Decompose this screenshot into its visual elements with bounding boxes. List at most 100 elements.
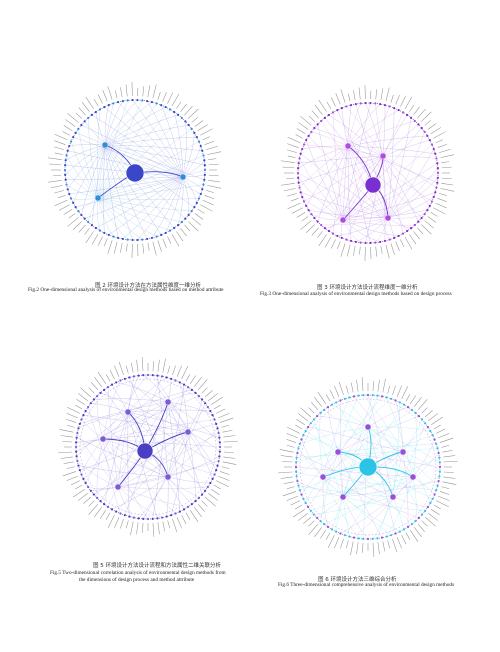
leaf-node	[173, 226, 176, 230]
leaf-node	[402, 403, 406, 406]
leaf-label-mark	[441, 161, 450, 163]
link-line	[187, 423, 217, 433]
leaf-label-mark	[428, 413, 438, 421]
leaf-label-mark	[286, 433, 298, 439]
link-line	[182, 176, 190, 216]
leaf-node	[436, 484, 439, 487]
link-line	[107, 486, 119, 507]
sub-hub-node	[179, 173, 187, 181]
leaf-label-mark	[324, 236, 332, 248]
leaf-label-mark	[63, 461, 74, 465]
link-line	[317, 124, 344, 221]
leaf-node	[180, 220, 183, 224]
link-line	[412, 412, 417, 478]
link-line	[187, 431, 220, 452]
leaf-node	[339, 532, 342, 535]
leaf-label-mark	[358, 87, 361, 100]
leaf-node	[417, 220, 420, 223]
leaf-node	[309, 422, 312, 425]
leaf-label-mark	[204, 141, 215, 145]
leaf-label-mark	[167, 92, 173, 104]
link-line	[363, 395, 404, 453]
link-line	[76, 431, 189, 443]
leaf-label-mark	[91, 382, 99, 391]
leaf-node	[302, 200, 306, 203]
leaf-node	[307, 505, 310, 509]
leaf-label-mark	[189, 375, 197, 384]
link-line	[382, 155, 430, 206]
leaf-node	[193, 205, 196, 209]
leaf-node	[211, 414, 214, 417]
leaf-node	[197, 394, 201, 398]
link-line	[301, 439, 324, 478]
inner-ring	[79, 378, 217, 516]
leaf-node	[432, 147, 435, 151]
leaf-node	[119, 512, 122, 515]
link-line	[104, 144, 205, 180]
leaf-node	[420, 216, 423, 220]
leaf-label-mark	[433, 504, 441, 510]
leaf-label-mark	[223, 440, 238, 443]
link-line	[324, 409, 414, 478]
leaf-node	[421, 418, 424, 421]
leaf-node	[107, 233, 110, 237]
leaf-label-mark	[427, 216, 437, 223]
link-line	[303, 155, 384, 202]
link-line	[313, 496, 394, 515]
leaf-node	[87, 405, 90, 409]
leaf-node	[343, 397, 346, 400]
leaf-label-mark	[295, 134, 303, 139]
figure-6-radial-diagram	[278, 377, 458, 557]
leaf-node	[336, 234, 339, 238]
leaf-node	[366, 393, 370, 397]
leaf-node	[302, 143, 306, 146]
leaf-node	[202, 183, 205, 186]
link-line	[122, 176, 184, 240]
leaf-label-mark	[152, 361, 154, 372]
leaf-label-mark	[206, 190, 214, 193]
leaf-node	[300, 438, 303, 441]
link-line	[337, 451, 412, 525]
link-line	[100, 401, 169, 502]
leaf-label-mark	[287, 136, 301, 144]
leaf-node	[119, 379, 122, 382]
link-line	[69, 144, 106, 147]
leaf-node	[390, 534, 393, 537]
leaf-node	[146, 373, 150, 377]
leaf-node	[206, 485, 209, 489]
leaf-label-mark	[287, 143, 299, 148]
leaf-label-mark	[75, 112, 82, 119]
link-line	[104, 105, 109, 146]
leaf-node	[202, 154, 205, 157]
leaf-node	[75, 455, 78, 458]
leaf-label-mark	[197, 208, 205, 214]
link-line	[127, 375, 139, 413]
leaf-node	[116, 236, 120, 240]
leaf-node	[326, 406, 330, 409]
link-line	[367, 395, 378, 428]
link-line	[95, 176, 184, 229]
link-line	[75, 132, 106, 146]
link-line	[392, 476, 440, 498]
leaf-label-mark	[125, 520, 129, 529]
link-line	[107, 387, 119, 488]
link-line	[298, 448, 344, 498]
leaf-label-mark	[167, 365, 171, 374]
leaf-label-mark	[430, 127, 442, 135]
leaf-node	[364, 101, 367, 105]
figure-3-panel	[268, 78, 468, 268]
leaf-node	[357, 537, 360, 540]
leaf-label-mark	[191, 117, 198, 123]
leaf-node	[186, 505, 190, 508]
link-line	[311, 131, 349, 147]
leaf-label-mark	[303, 516, 312, 524]
link-line	[70, 141, 99, 199]
leaf-node	[132, 375, 136, 378]
leaf-label-mark	[58, 451, 73, 454]
leaf-node	[74, 205, 77, 209]
leaf-label-mark	[78, 393, 88, 401]
leaf-label-mark	[431, 508, 440, 516]
link-line	[97, 184, 204, 199]
leaf-label-mark	[67, 113, 79, 123]
leaf-label-mark	[200, 128, 213, 136]
